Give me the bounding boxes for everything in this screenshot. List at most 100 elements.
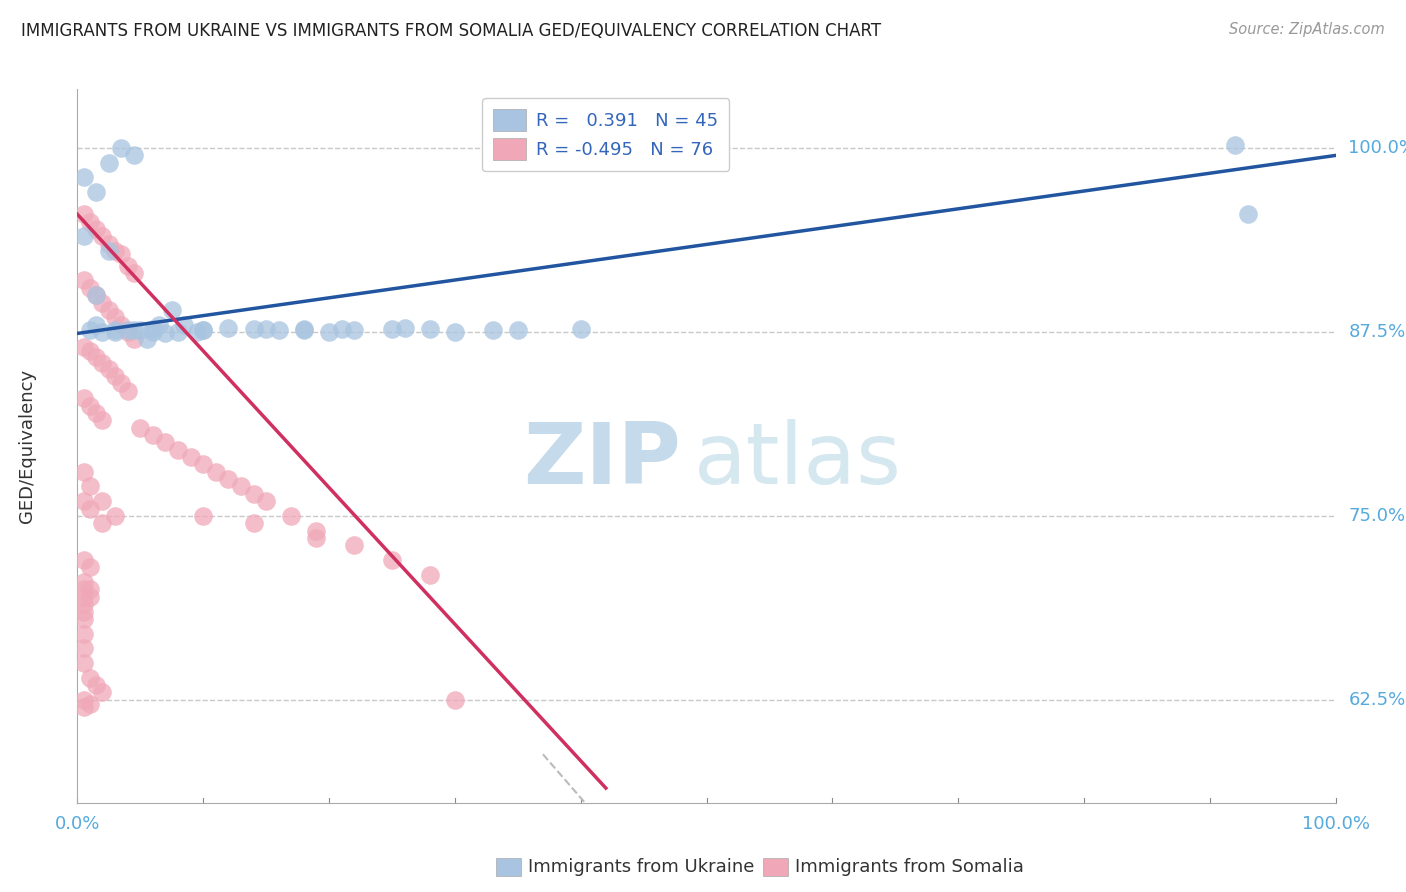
- Point: [305, 531, 328, 545]
- Point: [191, 458, 215, 472]
- Text: 100.0%: 100.0%: [1348, 139, 1406, 157]
- Point: [242, 516, 264, 531]
- Point: [506, 324, 529, 338]
- Point: [84, 185, 107, 199]
- Point: [72, 582, 94, 597]
- Point: [97, 236, 120, 251]
- Point: [97, 244, 120, 258]
- Point: [104, 508, 127, 523]
- Text: Immigrants from Ukraine: Immigrants from Ukraine: [529, 858, 755, 876]
- Point: [97, 302, 120, 317]
- Point: [91, 516, 114, 531]
- Point: [104, 244, 127, 258]
- Point: [117, 324, 139, 338]
- Text: ZIP: ZIP: [523, 418, 682, 502]
- Point: [155, 435, 177, 450]
- Point: [79, 501, 101, 516]
- Point: [72, 597, 94, 611]
- Point: [343, 538, 366, 552]
- Point: [229, 479, 252, 493]
- Point: [343, 324, 366, 338]
- Point: [217, 320, 239, 334]
- Point: [72, 465, 94, 479]
- Point: [104, 310, 127, 325]
- Point: [79, 697, 101, 711]
- Point: [72, 575, 94, 590]
- Point: [267, 324, 290, 338]
- Point: [444, 325, 467, 339]
- Point: [110, 318, 132, 332]
- Point: [155, 326, 177, 341]
- Point: [104, 369, 127, 384]
- Text: GED/Equivalency: GED/Equivalency: [18, 369, 37, 523]
- Point: [191, 324, 215, 338]
- Point: [91, 229, 114, 244]
- Point: [72, 656, 94, 670]
- Point: [148, 318, 170, 332]
- Point: [481, 324, 503, 338]
- Point: [254, 494, 277, 508]
- Legend: R =   0.391   N = 45, R = -0.495   N = 76: R = 0.391 N = 45, R = -0.495 N = 76: [482, 98, 730, 171]
- Point: [292, 322, 315, 336]
- Point: [91, 685, 114, 699]
- Point: [79, 671, 101, 685]
- Point: [330, 322, 353, 336]
- Point: [292, 324, 315, 338]
- Point: [72, 340, 94, 354]
- Point: [84, 406, 107, 420]
- Point: [79, 399, 101, 413]
- Point: [117, 259, 139, 273]
- Point: [394, 320, 416, 334]
- Point: [180, 450, 202, 464]
- Point: [72, 553, 94, 567]
- Point: [167, 442, 190, 457]
- Point: [84, 288, 107, 302]
- Point: [110, 141, 132, 155]
- Text: 87.5%: 87.5%: [1348, 323, 1406, 341]
- Point: [84, 222, 107, 236]
- Point: [72, 207, 94, 221]
- Point: [79, 590, 101, 604]
- Point: [91, 494, 114, 508]
- Point: [381, 553, 404, 567]
- Point: [160, 302, 183, 317]
- Point: [110, 376, 132, 391]
- Point: [1236, 207, 1258, 221]
- Point: [122, 324, 145, 338]
- Point: [79, 479, 101, 493]
- Point: [84, 318, 107, 332]
- Text: Source: ZipAtlas.com: Source: ZipAtlas.com: [1229, 22, 1385, 37]
- Text: 0.0%: 0.0%: [55, 814, 100, 832]
- Point: [79, 214, 101, 228]
- Point: [91, 295, 114, 310]
- Point: [217, 472, 239, 486]
- Point: [419, 322, 441, 336]
- Point: [72, 273, 94, 287]
- Point: [104, 325, 127, 339]
- Text: 75.0%: 75.0%: [1348, 507, 1406, 524]
- Point: [129, 324, 152, 338]
- Point: [104, 324, 127, 338]
- Point: [79, 582, 101, 597]
- Text: atlas: atlas: [695, 418, 901, 502]
- Point: [305, 524, 328, 538]
- Point: [419, 567, 441, 582]
- Point: [122, 148, 145, 162]
- Point: [72, 229, 94, 244]
- Text: 100.0%: 100.0%: [1302, 814, 1369, 832]
- Point: [117, 384, 139, 398]
- Point: [191, 324, 215, 338]
- Point: [72, 170, 94, 185]
- Point: [191, 508, 215, 523]
- Point: [381, 322, 404, 336]
- Point: [242, 487, 264, 501]
- Point: [79, 560, 101, 574]
- Point: [84, 288, 107, 302]
- Point: [91, 413, 114, 427]
- Point: [1223, 138, 1246, 153]
- Point: [142, 322, 165, 336]
- Point: [444, 693, 467, 707]
- Point: [72, 494, 94, 508]
- Point: [91, 356, 114, 370]
- Point: [117, 325, 139, 339]
